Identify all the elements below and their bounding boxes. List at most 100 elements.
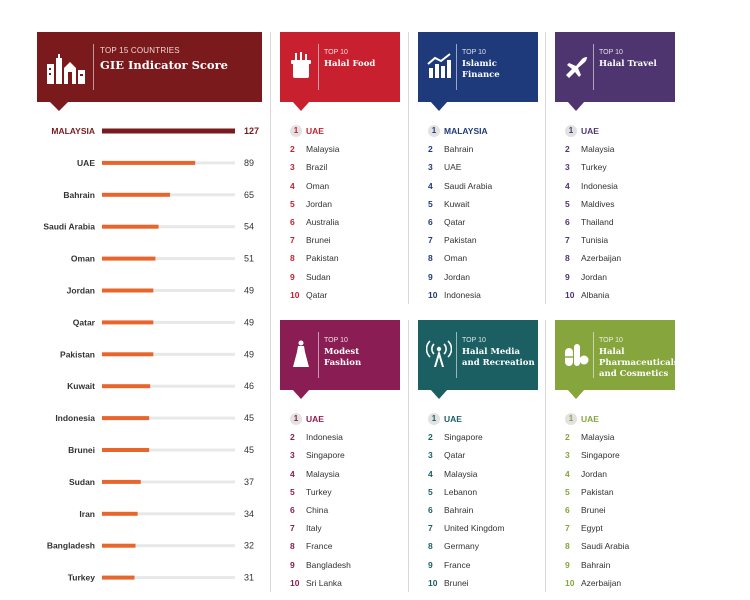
- rank-number: 9: [565, 559, 570, 570]
- bar: [102, 384, 151, 389]
- bar-track: [102, 352, 235, 356]
- data-label: 51: [244, 254, 254, 264]
- country-name: Azerbaijan: [581, 577, 622, 588]
- gie-header: TOP 15 COUNTRIES GIE Indicator Score: [37, 32, 262, 111]
- country-name: Indonesia: [444, 289, 481, 300]
- rank-number: 2: [290, 144, 295, 155]
- bar: [102, 352, 154, 357]
- rank-number: 3: [290, 450, 295, 461]
- country-name: Bahrain: [444, 505, 474, 516]
- column-divider: [545, 32, 546, 304]
- list-item: 7 Egypt: [565, 519, 629, 537]
- rank-number: 5: [290, 198, 295, 209]
- country-name: Qatar: [444, 217, 466, 228]
- bar: [102, 511, 138, 516]
- country-name: France: [306, 541, 333, 552]
- data-label: 49: [244, 349, 254, 359]
- list-item: 1 UAE: [565, 122, 621, 140]
- list-item: 7 Tunisia: [565, 231, 621, 249]
- list-item: 4 Malaysia: [428, 465, 504, 483]
- rank-number: 3: [565, 162, 570, 173]
- country-name: Turkey: [306, 486, 332, 497]
- country-name: Azerbaijan: [581, 253, 622, 264]
- country-name: Lebanon: [444, 486, 478, 497]
- panel-kicker: TOP 10: [462, 49, 486, 56]
- ranking-list: 1 MALAYSIA 2 Bahrain 3 UAE 4 Saudi Arabia 5 Kuwai…: [428, 122, 492, 304]
- rank-number: 8: [290, 541, 295, 552]
- header-divider: [318, 44, 319, 90]
- country-name: Tunisia: [581, 235, 609, 246]
- country-name: Jordan: [581, 271, 607, 282]
- list-item: 2 Bahrain: [428, 140, 492, 158]
- country-name: UAE: [581, 126, 599, 137]
- data-label: 46: [244, 381, 254, 391]
- list-item: 6 Thailand: [565, 213, 621, 231]
- bar-track: [102, 257, 235, 261]
- data-label: 32: [244, 541, 254, 551]
- country-name: Brunei: [306, 235, 331, 246]
- panel-title: Halal Food: [324, 59, 376, 69]
- list-item: 3 Singapore: [290, 446, 351, 464]
- bar: [102, 224, 159, 229]
- country-name: Jordan: [306, 198, 332, 209]
- category-label: Kuwait: [67, 381, 95, 391]
- list-item: 1 UAE: [290, 410, 351, 428]
- rank-number: 5: [565, 198, 570, 209]
- country-name: Egypt: [581, 523, 603, 534]
- list-item: 4 Saudi Arabia: [428, 177, 492, 195]
- list-item: 1 UAE: [565, 410, 629, 428]
- list-item: 10 Azerbaijan: [565, 574, 629, 592]
- ranking-list: 1 UAE 2 Malaysia 3 Singapore 4 Jordan 5 Pakistan 6…: [565, 410, 629, 592]
- rank-number: 2: [290, 432, 295, 443]
- header-pointer: [567, 389, 585, 399]
- list-item: 10 Sri Lanka: [290, 574, 351, 592]
- column-divider: [270, 32, 271, 592]
- country-name: Australia: [306, 217, 340, 228]
- rank-number: 6: [428, 505, 433, 516]
- rank-number: 9: [428, 271, 433, 282]
- list-item: 8 Oman: [428, 249, 492, 267]
- country-name: China: [306, 505, 329, 516]
- list-item: 3 Singapore: [565, 446, 629, 464]
- list-item: 6 China: [290, 501, 351, 519]
- rank-number: 9: [290, 559, 295, 570]
- list-item: 9 Bangladesh: [290, 556, 351, 574]
- category-label: Brunei: [68, 445, 95, 455]
- category-label: Pakistan: [60, 349, 95, 359]
- panel-title: Modest Fashion: [324, 347, 362, 368]
- list-item: 3 UAE: [428, 158, 492, 176]
- country-name: Kuwait: [444, 198, 470, 209]
- category-label: Saudi Arabia: [43, 222, 95, 232]
- panel-kicker: TOP 10: [599, 49, 623, 56]
- data-label: 54: [244, 222, 254, 232]
- list-item: 7 Pakistan: [428, 231, 492, 249]
- rank-number: 6: [428, 217, 433, 228]
- header-divider: [593, 332, 594, 378]
- list-item: 3 Turkey: [565, 158, 621, 176]
- list-item: 10 Albania: [565, 286, 621, 304]
- country-name: UAE: [306, 414, 324, 425]
- rank-number: 2: [565, 144, 570, 155]
- panel-title: Halal Travel: [599, 59, 657, 69]
- list-item: 9 Jordan: [428, 268, 492, 286]
- list-item: 9 Sudan: [290, 268, 340, 286]
- list-item: 6 Brunei: [565, 501, 629, 519]
- bar-track: [102, 480, 235, 484]
- category-label: UAE: [77, 158, 95, 168]
- rank-number: 7: [565, 523, 570, 534]
- rank-number: 10: [565, 577, 575, 588]
- category-label: Oman: [71, 254, 95, 264]
- country-name: Brazil: [306, 162, 328, 173]
- list-item: 2 Malaysia: [565, 140, 621, 158]
- column-divider: [408, 32, 409, 304]
- bar: [102, 256, 156, 261]
- list-item: 3 Qatar: [428, 446, 504, 464]
- country-name: Oman: [444, 253, 468, 264]
- country-name: UAE: [444, 162, 462, 173]
- list-item: 8 Germany: [428, 537, 504, 555]
- rank-number: 3: [290, 162, 295, 173]
- rank-number: 10: [428, 289, 438, 300]
- country-name: UAE: [306, 126, 324, 137]
- column-divider: [545, 320, 546, 592]
- category-label: Qatar: [73, 317, 96, 327]
